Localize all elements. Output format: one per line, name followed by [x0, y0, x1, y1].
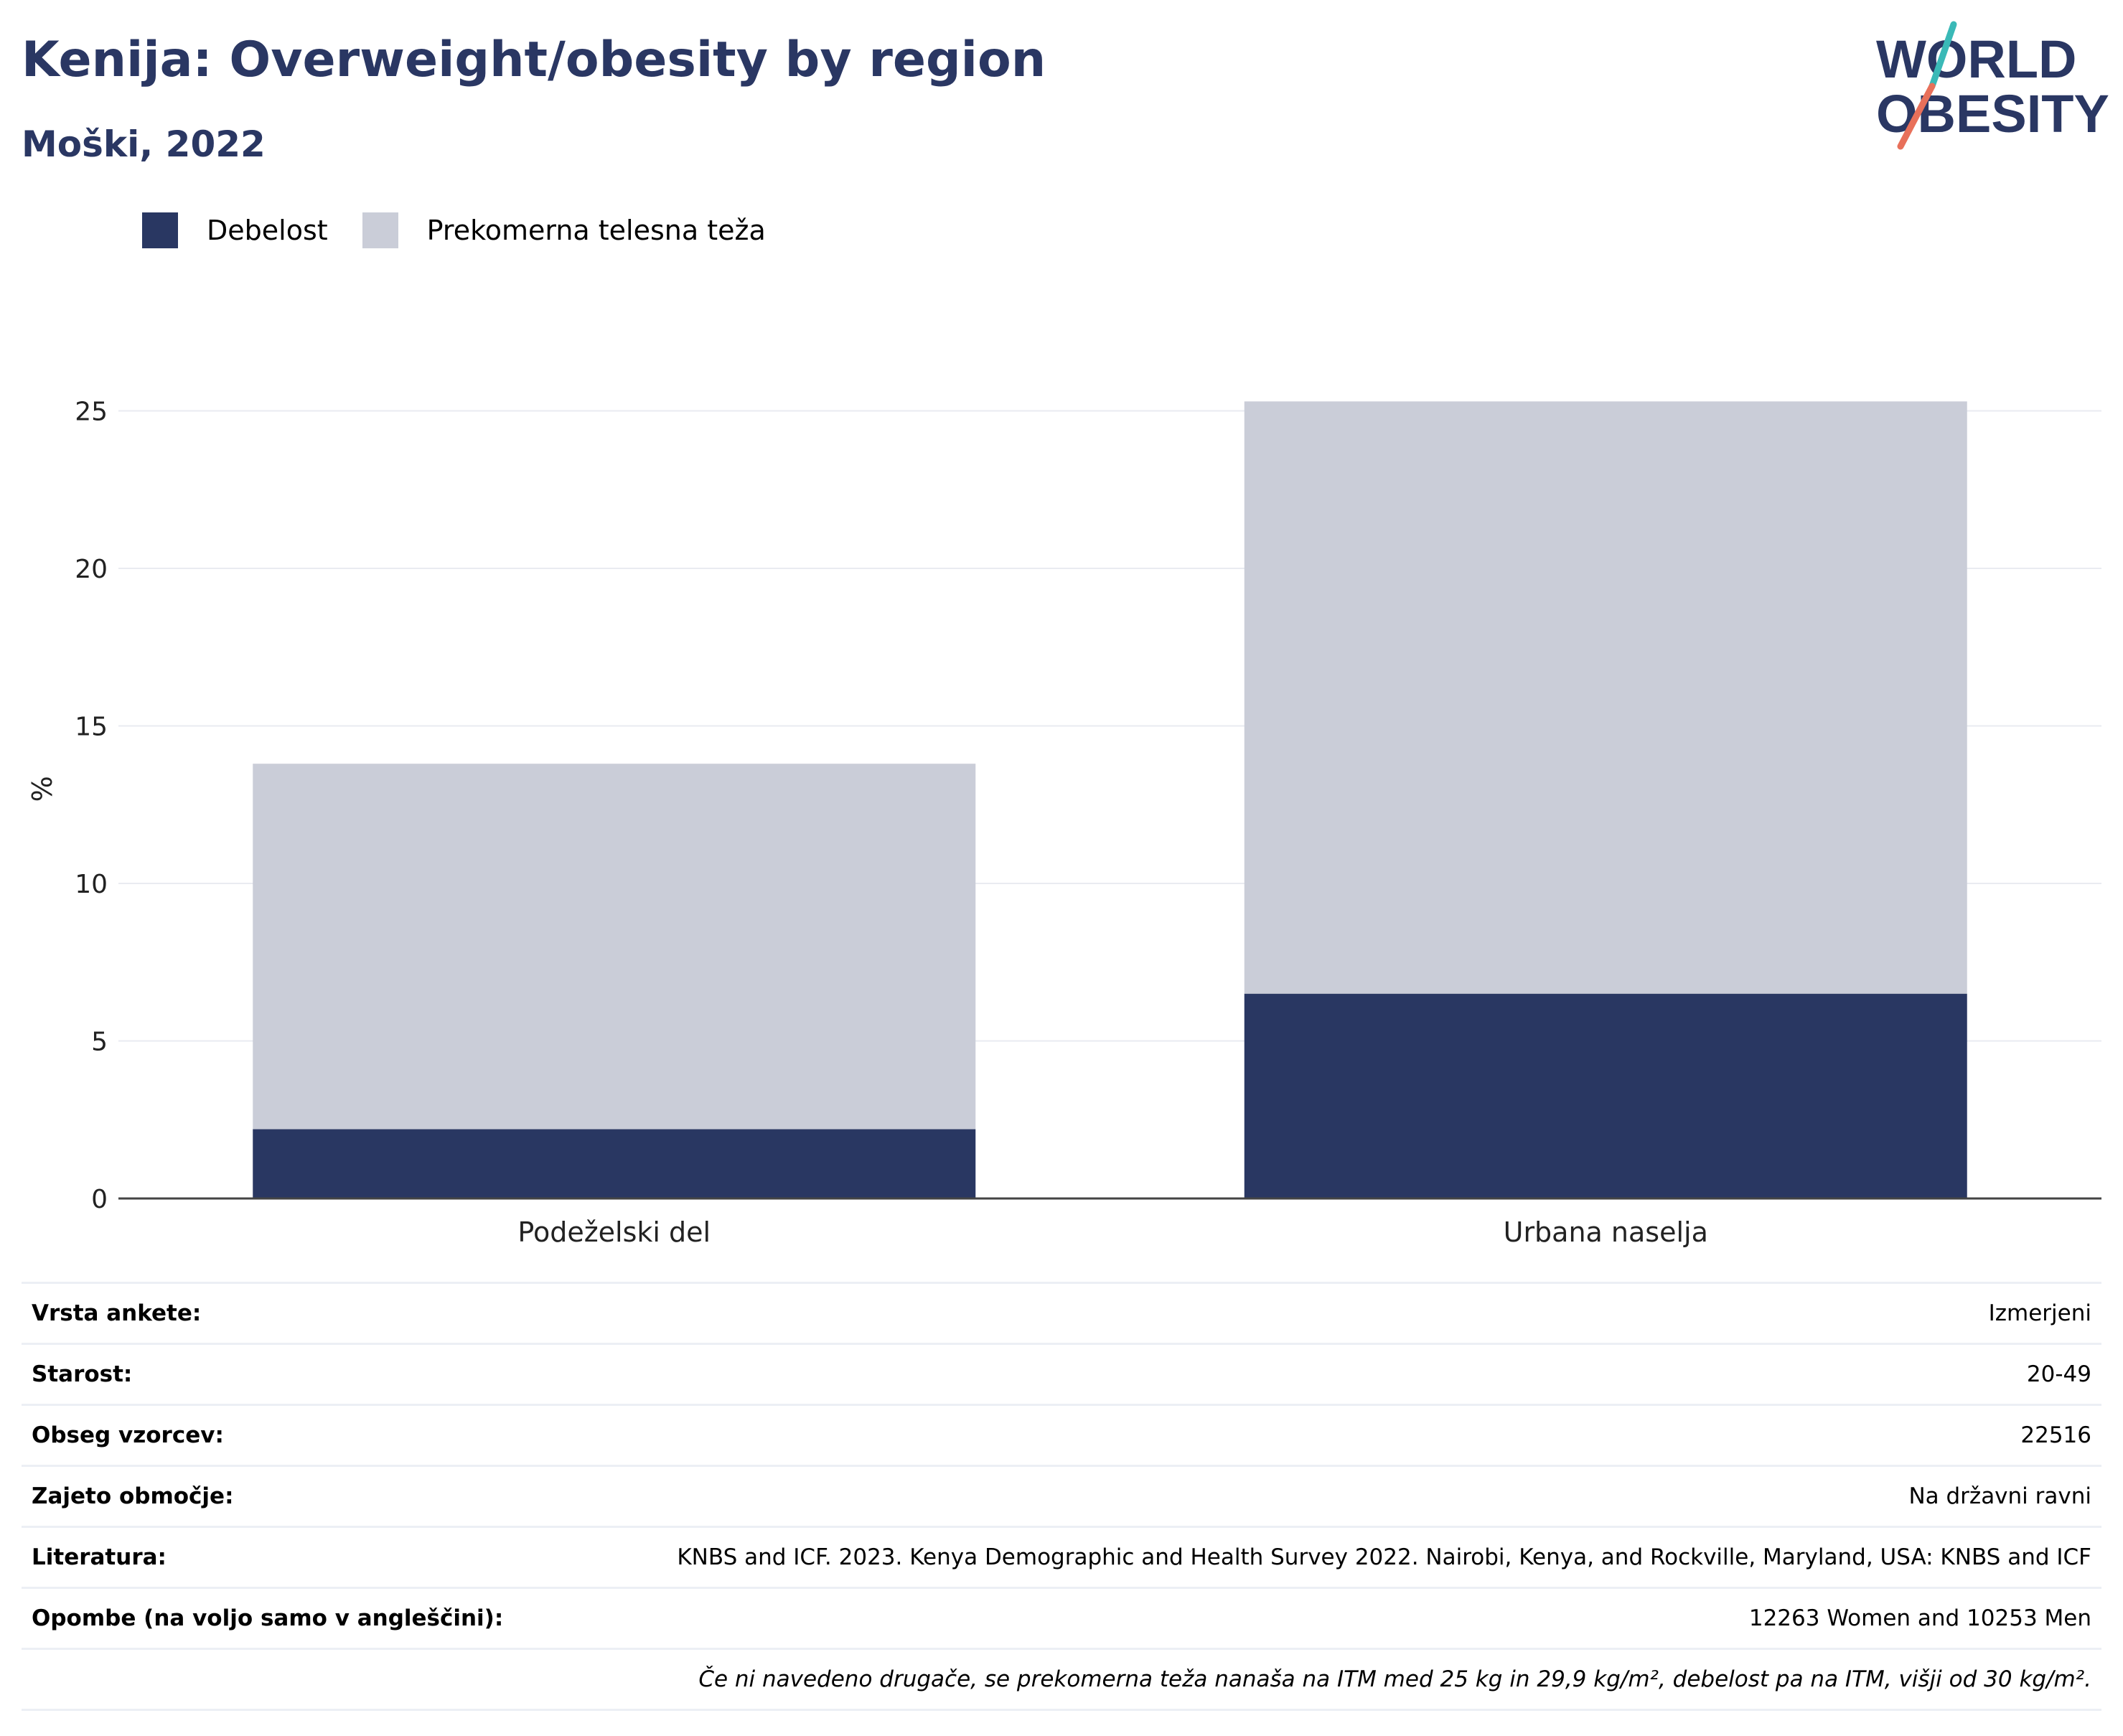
world-obesity-logo: WORLD OBESITY — [1876, 21, 2109, 150]
info-value: 22516 — [552, 1404, 2101, 1466]
info-value: Izmerjeni — [552, 1282, 2101, 1344]
bar-debelost-0 — [253, 1129, 976, 1198]
info-row: Zajeto območje: Na državni ravni — [22, 1465, 2101, 1527]
info-value: 20-49 — [552, 1343, 2101, 1405]
logo-line-1: WORLD — [1876, 29, 2077, 89]
bar-prekomerna-1 — [1244, 401, 1967, 994]
y-tick-label: 0 — [91, 1185, 108, 1214]
y-tick-label: 20 — [75, 555, 108, 584]
info-row: Literatura: KNBS and ICF. 2023. Kenya De… — [22, 1526, 2101, 1588]
y-tick-label: 10 — [75, 870, 108, 899]
stacked-bar-chart: 0 5 10 15 20 25% Podeželski del Urbana naselja — [27, 398, 2101, 1248]
legend-swatch-debelost — [142, 212, 178, 248]
y-tick-label: 15 — [75, 713, 108, 742]
logo-line-2: OBESITY — [1876, 84, 2109, 144]
chart-subtitle: Moški, 2022 — [22, 123, 266, 165]
survey-info-table: Vrsta ankete: Izmerjeni Starost: 20-49 O… — [22, 1282, 2101, 1711]
info-value: Na državni ravni — [552, 1465, 2101, 1527]
info-value: 12263 Women and 10253 Men — [552, 1587, 2101, 1649]
x-tick-label: Podeželski del — [517, 1216, 711, 1248]
y-axis-title: % — [27, 776, 58, 802]
logo-slash-teal — [1928, 21, 1957, 90]
legend-label-debelost: Debelost — [207, 215, 328, 246]
legend-item-prekomerna[interactable]: Prekomerna telesna teža — [362, 212, 766, 248]
info-key: Literatura: — [22, 1526, 553, 1588]
info-value: KNBS and ICF. 2023. Kenya Demographic an… — [552, 1526, 2101, 1588]
bar-debelost-1 — [1244, 993, 1967, 1198]
info-row: Vrsta ankete: Izmerjeni — [22, 1282, 2101, 1344]
info-row: Starost: 20-49 — [22, 1343, 2101, 1405]
legend-swatch-prekomerna — [362, 212, 398, 248]
bmi-definition-note: Če ni navedeno drugače, se prekomerna te… — [22, 1648, 2101, 1711]
legend-label-prekomerna: Prekomerna telesna teža — [426, 215, 766, 246]
info-key: Starost: — [22, 1343, 553, 1405]
x-tick-label: Urbana naselja — [1504, 1216, 1708, 1248]
bar-prekomerna-0 — [253, 764, 976, 1130]
info-note-row: Če ni navedeno drugače, se prekomerna te… — [22, 1648, 2101, 1711]
y-tick-label: 25 — [75, 398, 108, 427]
chart-title: Kenija: Overweight/obesity by region — [22, 32, 1046, 88]
info-key: Opombe (na voljo samo v angleščini): — [22, 1587, 553, 1649]
info-row: Obseg vzorcev: 22516 — [22, 1404, 2101, 1466]
chart-legend: Debelost Prekomerna telesna teža — [142, 212, 800, 248]
info-key: Obseg vzorcev: — [22, 1404, 553, 1466]
info-key: Vrsta ankete: — [22, 1282, 553, 1344]
info-row: Opombe (na voljo samo v angleščini): 122… — [22, 1587, 2101, 1649]
info-key: Zajeto območje: — [22, 1465, 553, 1527]
legend-item-debelost[interactable]: Debelost — [142, 212, 328, 248]
y-tick-label: 5 — [91, 1028, 108, 1057]
logo-slash-coral — [1897, 83, 1936, 150]
